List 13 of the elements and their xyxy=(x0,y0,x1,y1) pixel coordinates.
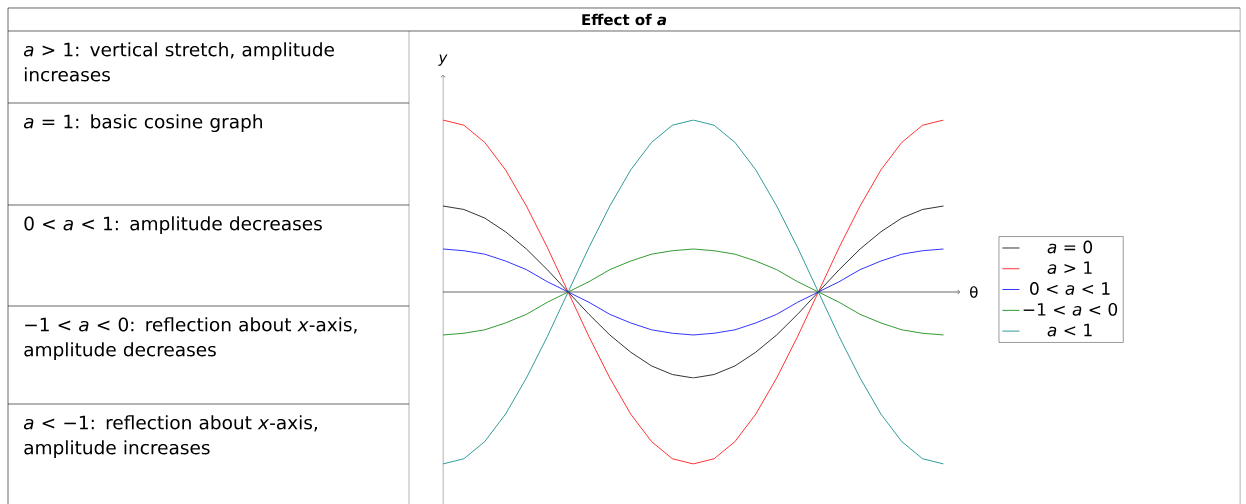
chart-title: Effect of a xyxy=(582,13,667,26)
legend-label: 0 < a < 1 xyxy=(1030,281,1110,295)
x-axis-title: θ xyxy=(970,286,978,298)
text: a > 1: vertical stretch, amplitude increases xyxy=(23,42,334,82)
legend-label: a = 0 xyxy=(1047,240,1093,254)
legend-label: a < 1 xyxy=(1047,323,1092,337)
text: a < −1: reflection about x-axis, amplitude increases xyxy=(23,415,317,458)
text: 0 < a < 1: amplitude decreases xyxy=(24,216,322,234)
text: −1 < a < 0: reflection about x-axis, amplitude decreases xyxy=(24,317,357,360)
legend-label: a > 1 xyxy=(1047,261,1092,274)
legend-label: −1 < a < 0 xyxy=(1023,302,1118,316)
y-axis-title: y xyxy=(438,54,448,66)
text: a = 1: basic cosine graph xyxy=(23,114,262,132)
